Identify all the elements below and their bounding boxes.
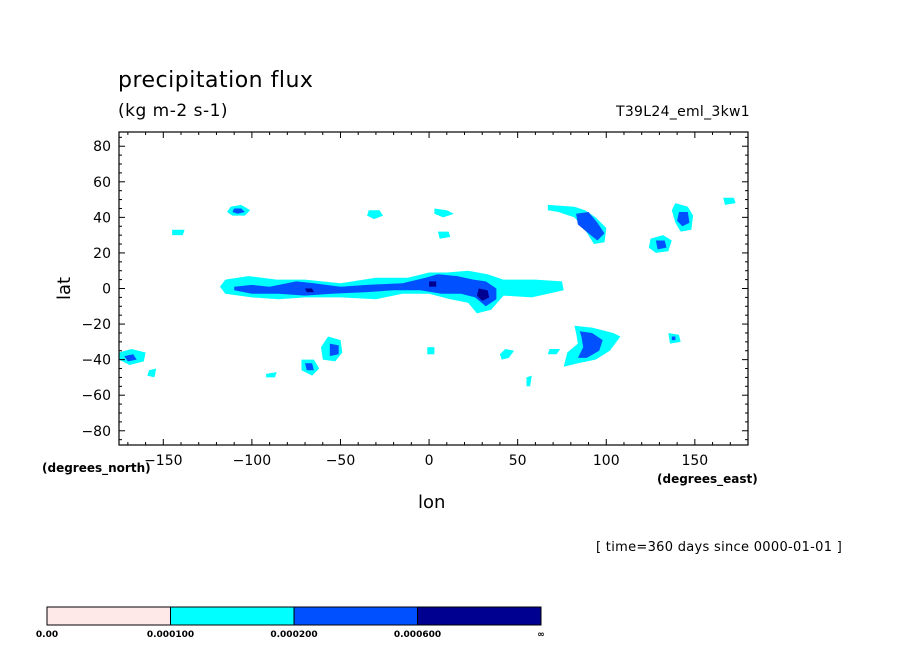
contour-region-1 <box>232 208 245 214</box>
colorbar-swatch-0 <box>46 606 171 626</box>
contour-region-11 <box>655 240 667 250</box>
contour-region-19 <box>124 354 137 362</box>
contour-region-17 <box>429 281 437 287</box>
x-axis-label: lon <box>418 492 445 513</box>
contour-region-14 <box>234 274 497 307</box>
contour-region-24 <box>305 363 314 371</box>
contour-region-2 <box>172 229 185 236</box>
contour-region-7 <box>576 212 605 241</box>
axis-labels-layer: −150 −100 −50 0 50 100 150 80 60 40 20 0 −20 −40 −60 −8… <box>81 139 708 469</box>
chart-units: (kg m-2 s-1) <box>118 101 229 121</box>
run-name: T39L24_eml_3kw1 <box>616 104 750 120</box>
contour-region-28 <box>577 331 603 358</box>
contour-region-3 <box>367 210 383 220</box>
x-units-label: (degrees_east) <box>657 472 758 487</box>
x-tick-label: 50 <box>509 453 527 469</box>
colorbar-label: 0.00 <box>36 630 58 640</box>
x-tick-label: −100 <box>233 453 271 469</box>
colorbar-label: 0.000200 <box>270 630 317 640</box>
colorbar-label: 0.000100 <box>147 630 194 640</box>
axis-ticks-layer <box>119 132 749 445</box>
y-tick-label: −40 <box>81 353 111 369</box>
y-tick-label: 40 <box>93 210 111 226</box>
contour-region-32 <box>526 375 532 387</box>
time-note: [ time=360 days since 0000-01-01 ] <box>596 540 843 555</box>
y-tick-label: −80 <box>81 424 111 440</box>
contour-region-25 <box>427 347 435 355</box>
colorbar-swatch-3 <box>417 606 542 626</box>
colorbar-swatch-2 <box>293 606 418 626</box>
contour-region-4 <box>434 208 454 218</box>
contour-region-30 <box>671 336 676 341</box>
x-tick-label: 0 <box>425 453 434 469</box>
contour-region-22 <box>329 343 339 357</box>
y-tick-label: 20 <box>93 246 111 262</box>
y-axis-label: lat <box>54 277 75 300</box>
x-tick-label: −150 <box>144 453 182 469</box>
contour-region-20 <box>147 368 157 378</box>
contour-region-26 <box>266 372 277 378</box>
colorbar: 0.00 0.000100 0.000200 0.000600 ∞ <box>36 606 545 640</box>
contour-region-5 <box>437 231 451 239</box>
contour-region-31 <box>499 349 515 360</box>
x-tick-label: 150 <box>681 453 708 469</box>
contour-region-15 <box>476 288 490 301</box>
colorbar-swatch-1 <box>170 606 295 626</box>
y-units-label: (degrees_north) <box>42 461 151 476</box>
colorbar-label: ∞ <box>537 630 545 640</box>
contour-region-9 <box>677 212 690 227</box>
contour-region-12 <box>723 197 736 205</box>
y-tick-label: −60 <box>81 388 111 404</box>
chart-title: precipitation flux <box>118 68 314 93</box>
contour-region-16 <box>305 288 314 293</box>
y-tick-label: −20 <box>81 317 111 333</box>
contour-fill-layer <box>119 197 736 387</box>
y-tick-label: 0 <box>102 282 111 298</box>
contour-region-33 <box>547 349 561 355</box>
y-tick-label: 60 <box>93 175 111 191</box>
y-tick-label: 80 <box>93 139 111 155</box>
colorbar-label: 0.000600 <box>394 630 441 640</box>
x-tick-label: 100 <box>593 453 620 469</box>
x-tick-label: −50 <box>326 453 356 469</box>
